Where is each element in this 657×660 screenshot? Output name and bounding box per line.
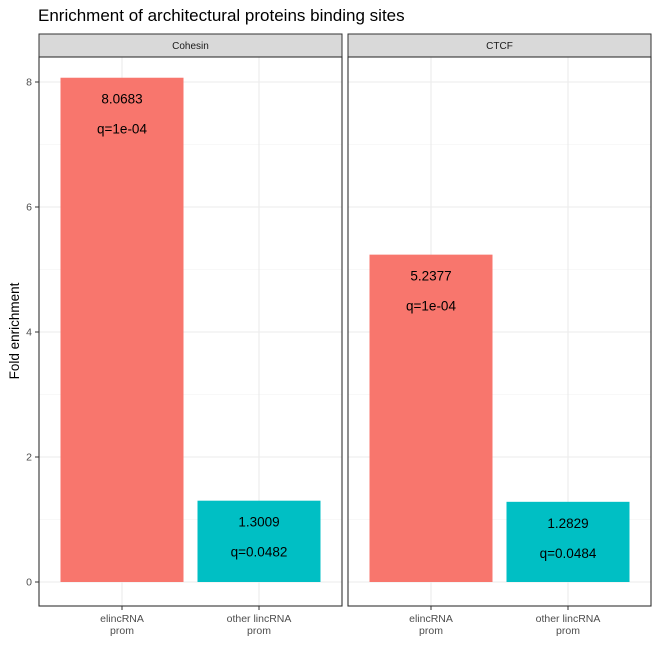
bar-ctcf-0: [369, 254, 493, 583]
bar-q-label: q=0.0482: [231, 545, 288, 560]
bar-value-label: 1.2829: [547, 516, 588, 531]
x-tick-label: other lincRNA: [227, 613, 292, 625]
facet-strip-label: Cohesin: [172, 41, 209, 52]
bar-value-label: 5.2377: [410, 269, 451, 284]
y-tick-label: 4: [26, 327, 32, 339]
y-tick-label: 6: [26, 202, 32, 214]
bar-ctcf-1: [506, 501, 630, 582]
x-tick-label-line2: prom: [419, 625, 443, 637]
x-tick-label: elincRNA: [100, 613, 144, 625]
panel-border: [347, 56, 652, 607]
bar-q-label: q=0.0484: [540, 546, 597, 561]
bar-cohesin-1: [197, 500, 321, 582]
x-tick-label-line2: prom: [247, 625, 271, 637]
bar-q-label: q=1e-04: [97, 122, 147, 137]
x-tick-label-line2: prom: [556, 625, 580, 637]
facet-panel-ctcf: CTCF5.2377q=1e-041.2829q=0.0484elincRNAp…: [347, 33, 652, 637]
x-tick-label-line2: prom: [110, 625, 134, 637]
x-tick-label: elincRNA: [409, 613, 453, 625]
y-tick-label: 8: [26, 77, 32, 89]
facet-strip-label: CTCF: [486, 41, 513, 52]
facet-panels: Cohesin 8.0683 q=1e-04 1.3009 q=0.0482 elincR…: [26, 33, 652, 637]
x-tick-label: other lincRNA: [536, 613, 601, 625]
facet-panel-cohesin: Cohesin 8.0683 q=1e-04 1.3009 q=0.0482 elincR…: [26, 33, 343, 637]
y-axis-label: Fold enrichment: [7, 282, 22, 379]
bar-value-label: 1.3009: [238, 515, 279, 530]
y-tick-label: 2: [26, 452, 32, 464]
bar-cohesin-0: [60, 77, 184, 582]
bar-value-label: 8.0683: [101, 92, 142, 107]
chart-title: Enrichment of architectural proteins bin…: [38, 6, 405, 25]
bar-q-label: q=1e-04: [406, 299, 456, 314]
y-tick-label: 0: [26, 577, 32, 589]
